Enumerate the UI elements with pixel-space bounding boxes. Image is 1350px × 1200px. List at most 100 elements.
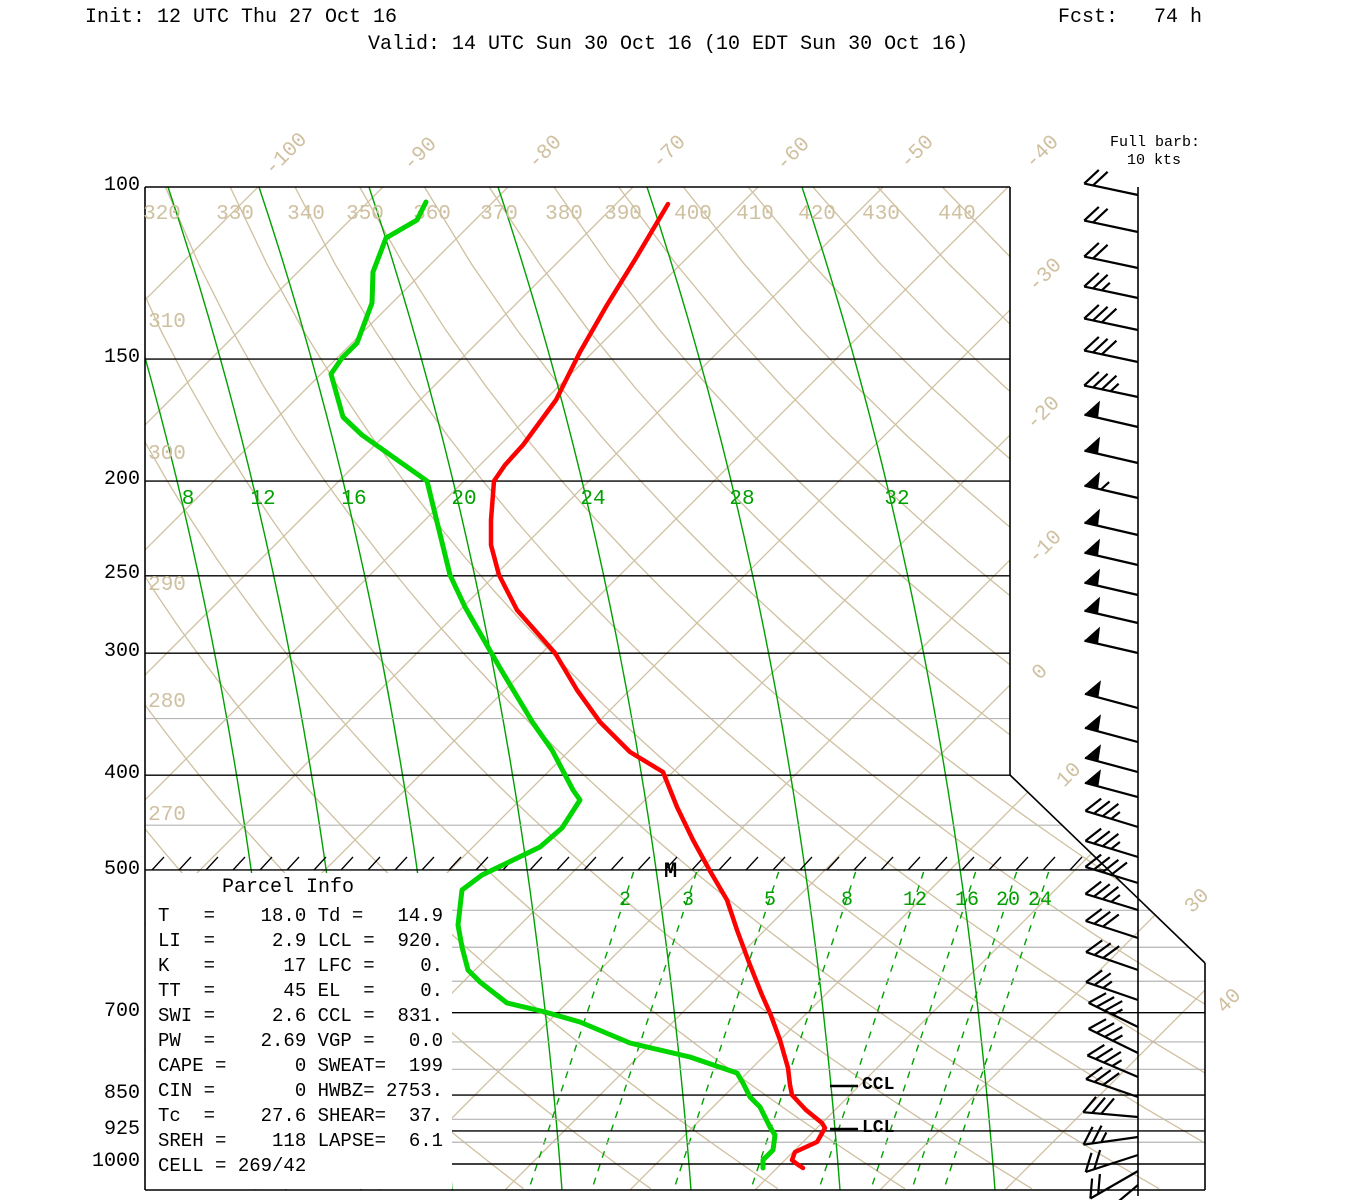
isotherm-labels-label: -10 [1024, 526, 1067, 569]
wind-barb [1084, 471, 1139, 500]
parcel-info-row: TT = 45 EL = 0. [158, 980, 444, 1002]
wind-barb [1084, 1149, 1139, 1174]
pressure-axis-label: 850 [103, 1082, 140, 1105]
moist-adiabat-labels-label: 16 [341, 488, 366, 511]
level-markers [830, 1084, 858, 1131]
dry-adiabat-labels: 320 330 340 350 360 370 380 390 400 410 420 430 4403… [143, 203, 976, 827]
wind-barb [1088, 1018, 1139, 1054]
parcel-info-row: PW = 2.69 VGP = 0.0 [158, 1030, 444, 1052]
parcel-info-backdrop [146, 873, 452, 1189]
pressure-axis-label: 250 [103, 562, 140, 585]
moist-adiabat-labels-label: 32 [884, 488, 909, 511]
wind-barb [1082, 1096, 1139, 1119]
wind-barb [1083, 336, 1139, 364]
wind-barb [1083, 272, 1139, 300]
isotherm-labels-label: -90 [399, 133, 442, 176]
wind-barb [1084, 538, 1139, 567]
dry-adiabat-labels-label: 390 [604, 203, 642, 226]
wind-barb [1084, 596, 1139, 625]
mixing-ratio-labels-label: 20 [996, 889, 1020, 912]
moist-adiabat-labels-label: 12 [250, 488, 275, 511]
pressure-axis-label: 300 [103, 640, 140, 663]
wind-barb [1084, 853, 1139, 885]
isotherm-labels-label: -50 [896, 131, 939, 174]
dry-adiabat-labels-label: 270 [148, 804, 186, 827]
parcel-info-title: Parcel Info [222, 876, 355, 899]
barb-legend-line2: 10 kts [1127, 152, 1182, 169]
mixing-ratio-labels-label: 24 [1028, 889, 1052, 912]
mixing-ratio-labels-label: 5 [764, 889, 776, 912]
mixing-ratio-labels: 2 3 5 8 12 16 20 24 [619, 889, 1052, 912]
wind-barb [1084, 744, 1139, 774]
dry-adiabat-labels-label: 400 [674, 203, 712, 226]
wind-barb [1084, 400, 1139, 429]
forecast-hour-text: Fcst: 74 h [1058, 6, 1203, 29]
dewpoint-curve [328, 199, 778, 1171]
barb-legend-line1: Full barb: [1110, 134, 1201, 151]
pressure-axis-label: 400 [103, 762, 140, 785]
pressure-axis-label: 500 [103, 858, 140, 881]
wind-barb [1085, 939, 1139, 972]
dry-adiabat-labels-label: 330 [216, 203, 254, 226]
pressure-axis-label: 150 [103, 346, 140, 369]
mixing-ratio-labels-label: 2 [619, 889, 631, 912]
lcl-label: LCL [862, 1118, 895, 1138]
mixing-ratio-labels-label: 12 [903, 889, 927, 912]
isotherm-labels-label: 30 [1181, 885, 1215, 919]
parcel-info-block: T = 18.0 Td = 14.9 LI = 2.9 LCL = 920. K =… [158, 904, 443, 1179]
parcel-info-row: CIN = 0 HWBZ= 2753. [158, 1080, 444, 1102]
wind-barb [1089, 1170, 1139, 1200]
wind-barb [1084, 508, 1139, 537]
valid-time-text: Valid: 14 UTC Sun 30 Oct 16 (10 EDT Sun … [368, 33, 969, 56]
temperature-curve [488, 201, 828, 1171]
isotherm-labels-label: 40 [1213, 985, 1247, 1019]
ccl-label: CCL [862, 1075, 895, 1095]
wind-barb [1084, 436, 1139, 465]
pressure-gridlines-gray [145, 717, 1205, 1143]
isotherm-labels-label: -70 [648, 131, 691, 174]
parcel-info-row: K = 17 LFC = 0. [158, 955, 444, 977]
mixing-ratio-labels-label: 8 [841, 889, 853, 912]
dry-adiabat-labels-label: 280 [148, 691, 186, 714]
moist-adiabat-labels-label: 8 [182, 488, 195, 511]
wind-barb [1084, 769, 1139, 799]
wind-barb [1085, 1066, 1139, 1099]
wind-barb [1088, 992, 1139, 1028]
dry-adiabat-labels-label: 380 [545, 203, 583, 226]
plot-border [144, 186, 1206, 1191]
dry-adiabat-labels-label: 310 [148, 311, 186, 334]
parcel-info-row: T = 18.0 Td = 14.9 [158, 905, 444, 927]
isotherm-labels-label: -80 [524, 131, 567, 174]
wind-barb [1084, 880, 1139, 912]
wind-barb [1083, 206, 1139, 234]
pressure-axis-label: 1000 [91, 1150, 140, 1173]
parcel-info-row: SREH = 118 LAPSE= 6.1 [158, 1130, 444, 1152]
dry-adiabat-labels-label: 290 [148, 574, 186, 597]
wind-barb [1083, 371, 1139, 399]
wind-barb [1086, 1043, 1139, 1079]
dry-adiabat-labels-label: 430 [862, 203, 900, 226]
wind-barb [1083, 169, 1139, 197]
dry-adiabat-labels-label: 410 [736, 203, 774, 226]
isotherm-labels-label: -40 [1021, 131, 1064, 174]
wind-barb [1083, 242, 1139, 270]
marker-m: M [664, 859, 678, 884]
parcel-info-row: CELL = 269/42 [158, 1155, 307, 1177]
pressure-axis-label: 100 [103, 174, 140, 197]
dry-adiabat-labels-label: 320 [143, 203, 181, 226]
wind-barb [1083, 304, 1139, 332]
pressure-axis-label: 925 [103, 1118, 140, 1141]
mixing-ratio-labels-label: 3 [682, 889, 694, 912]
init-time-text: Init: 12 UTC Thu 27 Oct 16 [85, 6, 398, 29]
isotherm-labels-label: -20 [1022, 392, 1065, 435]
pressure-axis-label: 700 [103, 1000, 140, 1023]
dry-adiabat-labels-label: 340 [287, 203, 325, 226]
isotherm-labels-label: 10 [1053, 759, 1087, 793]
wind-barb [1084, 568, 1139, 597]
wind-barb [1084, 626, 1139, 655]
moist-adiabat-labels-label: 24 [580, 488, 605, 511]
parcel-info-row: LI = 2.9 LCL = 920. [158, 930, 444, 952]
parcel-info-row: SWI = 2.6 CCL = 831. [158, 1005, 444, 1027]
